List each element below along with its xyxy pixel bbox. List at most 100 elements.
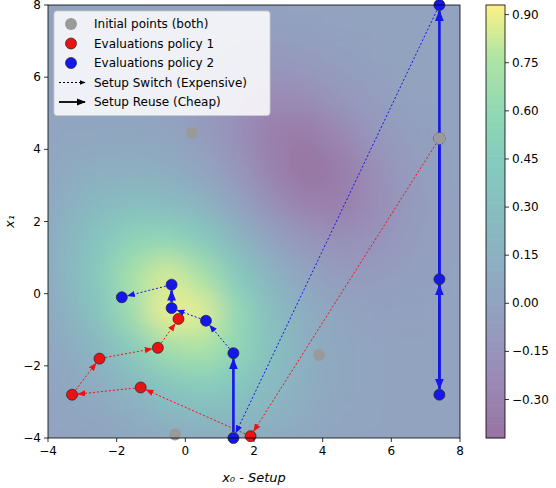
legend-label: Initial points (both)	[94, 17, 208, 31]
colorbar-band	[486, 37, 505, 41]
colorbar-band	[486, 412, 505, 416]
heatmap-cell	[185, 185, 220, 222]
heatmap-cell	[219, 293, 254, 330]
colorbar-band	[486, 225, 505, 229]
colorbar-band	[486, 402, 505, 406]
colorbar-band	[486, 156, 505, 160]
colorbar-band	[486, 214, 505, 218]
heatmap-cell	[151, 365, 186, 402]
initial-point	[186, 127, 198, 139]
colorbar-band	[486, 91, 505, 95]
colorbar-tick-label: 0.45	[512, 152, 539, 166]
heatmap-cell	[288, 257, 323, 294]
colorbar-band	[486, 315, 505, 319]
colorbar-band	[486, 120, 505, 124]
heatmap-cell	[116, 329, 151, 366]
heatmap-cell	[391, 113, 426, 150]
x-tick	[254, 438, 255, 442]
y-tick	[44, 77, 48, 78]
heatmap-cell	[357, 221, 392, 258]
colorbar-band	[486, 293, 505, 297]
initial-point	[313, 349, 325, 361]
evaluation-point	[434, 389, 445, 400]
evaluation-point	[228, 348, 239, 359]
heatmap-cell	[357, 185, 392, 222]
setup-reuse-arrow	[170, 291, 173, 302]
colorbar-band	[486, 297, 505, 301]
heatmap-cell	[151, 329, 186, 366]
colorbar-band	[486, 16, 505, 20]
colorbar-band	[486, 109, 505, 113]
heatmap-cell	[116, 221, 151, 258]
legend-label: Evaluations policy 2	[94, 56, 214, 70]
heatmap-cell	[82, 113, 117, 150]
plot-frame	[48, 5, 460, 438]
heatmap-cell	[357, 5, 392, 42]
colorbar-band	[486, 340, 505, 344]
evaluation-point	[116, 292, 127, 303]
x-axis-label: x₀ - Setup	[221, 470, 286, 485]
colorbar-tick	[505, 62, 509, 63]
heatmap-cell	[48, 185, 83, 222]
colorbar-band	[486, 160, 505, 164]
heatmap-cell	[219, 185, 254, 222]
setup-reuse-arrow	[438, 285, 441, 388]
legend-arrow	[59, 101, 85, 103]
heatmap-cell	[288, 149, 323, 186]
colorbar-band	[486, 131, 505, 135]
x-tick-label: −2	[108, 444, 126, 458]
x-tick-label: 2	[250, 444, 258, 458]
heatmap-cell	[322, 41, 357, 78]
colorbar-band	[486, 236, 505, 240]
heatmap-cell	[82, 257, 117, 294]
heatmap-cell	[425, 401, 460, 438]
setup-switch-arrow	[76, 363, 96, 390]
colorbar-band	[486, 405, 505, 409]
evaluation-point	[152, 342, 163, 353]
colorbar-band	[486, 430, 505, 434]
x-tick-label: 6	[388, 444, 396, 458]
heatmap-cell	[391, 41, 426, 78]
heatmap-cell	[219, 257, 254, 294]
colorbar-band	[486, 250, 505, 254]
heatmap-cell	[116, 185, 151, 222]
y-tick	[44, 365, 48, 366]
colorbar-band	[486, 268, 505, 272]
heatmap-cell	[288, 41, 323, 78]
heatmap-cell	[391, 365, 426, 402]
evaluation-point	[166, 279, 177, 290]
y-tick-label: 2	[33, 215, 41, 229]
colorbar-band	[486, 423, 505, 427]
colorbar-band	[486, 48, 505, 52]
heatmap-cell	[288, 401, 323, 438]
colorbar-tick-label: 0.30	[512, 200, 539, 214]
setup-switch-arrow	[128, 286, 166, 296]
chart: −4−202468−4−202468x₀ - Setupx₁−0.30−0.15…	[0, 0, 556, 488]
heatmap-cell	[254, 149, 289, 186]
heatmap-cell	[322, 293, 357, 330]
colorbar-band	[486, 394, 505, 398]
colorbar-band	[486, 355, 505, 359]
heatmap-cell	[185, 293, 220, 330]
colorbar-tick	[505, 399, 509, 400]
colorbar-band	[486, 257, 505, 261]
heatmap-cell	[288, 77, 323, 114]
colorbar-band	[486, 265, 505, 269]
colorbar-tick	[505, 303, 509, 304]
heatmap-cell	[357, 113, 392, 150]
colorbar-band	[486, 362, 505, 366]
colorbar-tick-label: 0.90	[512, 8, 539, 22]
colorbar-band	[486, 95, 505, 99]
heatmap-cell	[288, 221, 323, 258]
colorbar-band	[486, 66, 505, 70]
heatmap-cell	[357, 401, 392, 438]
heatmap-cell	[151, 185, 186, 222]
heatmap-cell	[185, 257, 220, 294]
colorbar-band	[486, 261, 505, 265]
x-tick	[460, 438, 461, 442]
heatmap-cell	[116, 365, 151, 402]
colorbar-tick-label: −0.15	[512, 344, 549, 358]
colorbar-band	[486, 369, 505, 373]
colorbar-band	[486, 19, 505, 23]
heatmap-cell	[425, 257, 460, 294]
